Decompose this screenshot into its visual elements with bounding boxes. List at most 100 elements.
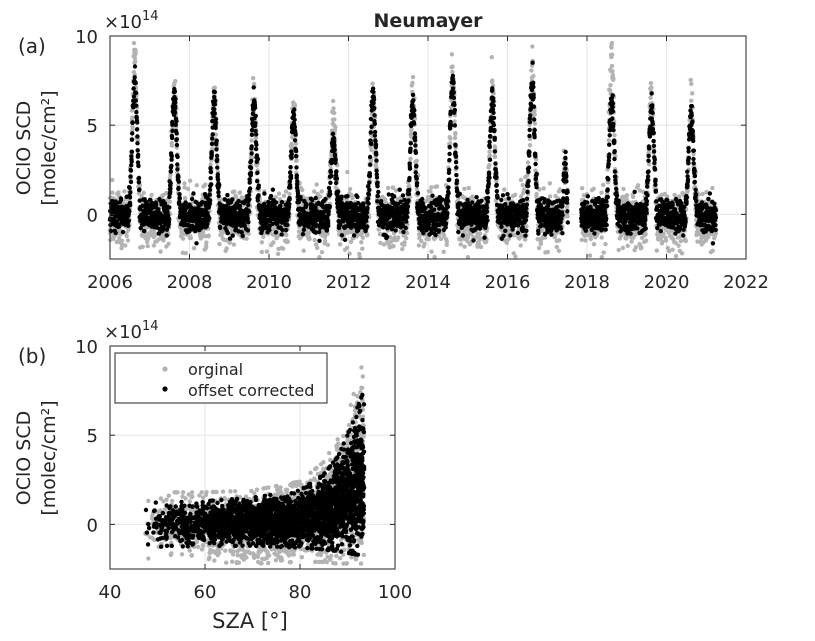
data-point-corrected: [128, 190, 133, 195]
data-point-original: [518, 177, 524, 183]
data-point-original: [524, 224, 529, 229]
data-point-original: [203, 182, 208, 187]
data-point-original: [345, 245, 350, 250]
data-point-original: [448, 136, 453, 141]
data-point-original: [428, 189, 433, 194]
data-point-corrected: [117, 224, 122, 229]
data-point-original: [679, 251, 685, 256]
data-point-corrected: [230, 197, 235, 202]
data-point-original: [625, 243, 630, 248]
data-point-corrected: [334, 176, 340, 181]
data-point-original: [191, 246, 197, 251]
data-point-original: [601, 182, 606, 188]
data-point-corrected: [255, 156, 261, 162]
data-point-corrected: [328, 169, 334, 175]
data-point-original: [275, 233, 281, 239]
data-point-original: [487, 149, 492, 154]
data-point-corrected: [174, 137, 179, 142]
data-point-original: [232, 189, 237, 194]
data-point-original: [300, 187, 305, 193]
data-point-original: [624, 193, 630, 198]
data-point-corrected: [175, 167, 180, 172]
data-point-original: [462, 186, 467, 191]
data-point-corrected: [135, 134, 140, 139]
data-point-corrected: [225, 192, 230, 198]
data-point-original: [583, 238, 588, 243]
data-point-corrected: [300, 232, 306, 237]
data-point-corrected: [245, 216, 250, 221]
data-point-corrected: [134, 127, 140, 132]
data-point-original: [284, 232, 289, 238]
data-point-original: [663, 238, 669, 243]
data-point-original: [689, 81, 694, 87]
data-point-corrected: [342, 237, 348, 242]
data-point-corrected: [333, 157, 338, 162]
data-point-original: [609, 40, 615, 46]
data-point-corrected: [128, 174, 133, 179]
data-point-corrected: [280, 227, 285, 233]
data-point-original: [660, 239, 665, 244]
data-point-corrected: [212, 89, 217, 95]
data-point-corrected: [328, 180, 333, 185]
data-point-original: [639, 245, 644, 250]
data-point-corrected: [209, 141, 215, 146]
data-point-corrected: [168, 169, 173, 174]
data-point-original: [603, 241, 608, 247]
data-point-original: [331, 98, 336, 104]
data-point-original: [173, 78, 178, 84]
data-point-original: [319, 250, 325, 255]
data-point-corrected: [134, 109, 139, 115]
data-point-corrected: [245, 228, 251, 233]
data-point-corrected: [173, 96, 178, 102]
data-point-original: [477, 231, 483, 236]
data-point-original: [331, 106, 336, 111]
data-point-corrected: [278, 203, 283, 209]
data-point-corrected: [287, 201, 292, 207]
data-point-original: [259, 240, 265, 245]
data-point-corrected: [246, 202, 251, 208]
data-point-original: [688, 77, 693, 83]
data-point-original: [345, 169, 350, 175]
data-point-corrected: [327, 204, 333, 209]
data-point-original: [204, 243, 209, 249]
data-point-corrected: [254, 142, 259, 147]
data-point-original: [332, 117, 337, 122]
data-point-original: [648, 95, 653, 100]
data-point-original: [649, 85, 654, 90]
data-point-corrected: [166, 216, 172, 222]
data-point-original: [545, 249, 551, 255]
data-point-corrected: [176, 175, 181, 180]
data-point-corrected: [328, 191, 333, 197]
data-point-original: [391, 243, 396, 249]
data-point-corrected: [175, 162, 180, 167]
data-point-corrected: [132, 64, 138, 69]
data-point-corrected: [251, 85, 256, 90]
data-point-corrected: [208, 198, 213, 203]
data-point-original: [307, 236, 312, 242]
data-point-corrected: [291, 112, 297, 118]
data-point-original: [429, 249, 434, 254]
data-point-corrected: [249, 132, 255, 137]
data-point-corrected: [207, 187, 213, 192]
data-point-original: [527, 143, 533, 148]
data-point-corrected: [215, 157, 220, 162]
data-point-original: [414, 158, 419, 163]
data-point-original: [601, 250, 606, 255]
data-point-original: [643, 238, 649, 243]
data-point-corrected: [131, 86, 136, 91]
data-point-corrected: [273, 230, 279, 235]
data-point-corrected: [177, 199, 182, 205]
data-point-corrected: [215, 177, 221, 182]
data-point-corrected: [294, 165, 299, 170]
data-point-original: [529, 68, 534, 73]
data-point-corrected: [136, 180, 142, 185]
data-point-corrected: [289, 151, 294, 157]
data-point-corrected: [255, 198, 260, 203]
data-point-original: [285, 239, 290, 244]
data-point-original: [315, 245, 320, 251]
data-point-original: [591, 186, 596, 191]
data-point-original: [554, 244, 559, 250]
data-point-original: [280, 246, 286, 251]
data-point-corrected: [332, 152, 338, 157]
data-point-original: [130, 124, 135, 130]
